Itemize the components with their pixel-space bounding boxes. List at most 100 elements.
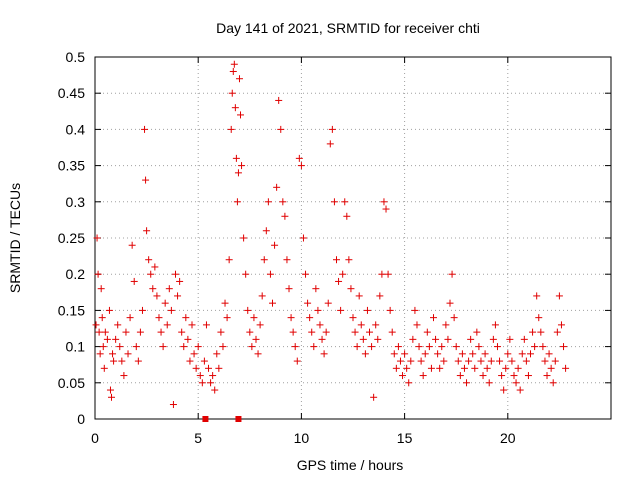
data-point	[475, 343, 483, 351]
data-point	[407, 357, 415, 365]
data-point	[316, 321, 324, 329]
data-point	[436, 364, 444, 372]
data-point	[382, 205, 390, 213]
data-point	[427, 364, 435, 372]
data-point	[178, 328, 186, 336]
data-point	[496, 357, 504, 365]
data-point	[370, 393, 378, 401]
data-point	[234, 169, 242, 177]
data-point	[518, 350, 526, 358]
data-point	[143, 227, 151, 235]
data-point	[302, 270, 310, 278]
data-point	[337, 306, 345, 314]
data-point	[289, 328, 297, 336]
data-point	[401, 350, 409, 358]
data-point	[425, 343, 433, 351]
data-point	[217, 328, 225, 336]
data-point	[450, 314, 458, 322]
zero-marker	[235, 416, 242, 422]
data-point	[551, 357, 559, 365]
data-point	[130, 277, 138, 285]
data-point	[485, 379, 493, 387]
data-point	[399, 372, 407, 380]
data-point	[557, 321, 565, 329]
data-point	[363, 306, 371, 314]
data-point	[386, 306, 394, 314]
data-point	[508, 357, 516, 365]
data-point	[299, 234, 307, 242]
data-point	[322, 328, 330, 336]
data-point	[378, 270, 386, 278]
y-tick-label: 0.15	[58, 302, 85, 318]
data-point	[446, 299, 454, 307]
x-tick-label: 20	[500, 430, 516, 446]
data-point	[500, 386, 508, 394]
data-point	[417, 357, 425, 365]
data-point	[182, 314, 190, 322]
data-point	[465, 357, 473, 365]
data-point	[264, 198, 272, 206]
data-point	[227, 125, 235, 133]
data-point	[120, 372, 128, 380]
data-point	[94, 270, 102, 278]
data-point	[328, 125, 336, 133]
data-point	[106, 386, 114, 394]
data-point	[345, 256, 353, 264]
data-point	[209, 372, 217, 380]
data-point	[353, 343, 361, 351]
data-point	[324, 299, 332, 307]
data-point	[535, 314, 543, 322]
data-point	[192, 364, 200, 372]
data-point	[555, 292, 563, 300]
data-point	[413, 321, 421, 329]
data-point	[112, 335, 120, 343]
data-point	[547, 364, 555, 372]
data-point	[514, 364, 522, 372]
data-point	[128, 241, 136, 249]
data-point	[493, 343, 501, 351]
data-point	[343, 212, 351, 220]
data-point	[357, 321, 365, 329]
y-tick-labels: 0 0.05 0.1 0.15 0.2 0.25 0.3 0.35 0.4 0.45 0.5	[58, 49, 85, 427]
data-point	[326, 140, 334, 148]
data-point	[167, 306, 175, 314]
data-point	[376, 292, 384, 300]
data-point	[291, 343, 299, 351]
data-point	[149, 285, 157, 293]
data-point	[498, 372, 506, 380]
data-point	[489, 335, 497, 343]
y-tick-label: 0.5	[66, 49, 86, 65]
grid-lines	[95, 57, 611, 419]
data-point	[349, 314, 357, 322]
data-point	[463, 379, 471, 387]
data-point	[262, 227, 270, 235]
data-point	[392, 364, 400, 372]
y-tick-label: 0.1	[66, 339, 86, 355]
data-point	[335, 277, 343, 285]
data-point	[491, 321, 499, 329]
data-point	[188, 321, 196, 329]
data-point	[256, 321, 264, 329]
data-point	[533, 292, 541, 300]
data-point	[92, 321, 100, 329]
data-point	[230, 60, 238, 68]
data-point	[159, 343, 167, 351]
zero-marker	[202, 416, 209, 422]
data-point	[180, 343, 188, 351]
data-point	[415, 343, 423, 351]
data-point	[339, 270, 347, 278]
data-point	[110, 357, 118, 365]
data-point	[250, 314, 258, 322]
data-point	[434, 350, 442, 358]
data-point	[99, 343, 107, 351]
data-point	[520, 335, 528, 343]
data-point	[219, 343, 227, 351]
data-point	[504, 350, 512, 358]
data-point	[136, 328, 144, 336]
data-point	[438, 343, 446, 351]
data-point	[215, 364, 223, 372]
data-point	[549, 379, 557, 387]
data-point	[138, 306, 146, 314]
data-point	[240, 234, 248, 242]
